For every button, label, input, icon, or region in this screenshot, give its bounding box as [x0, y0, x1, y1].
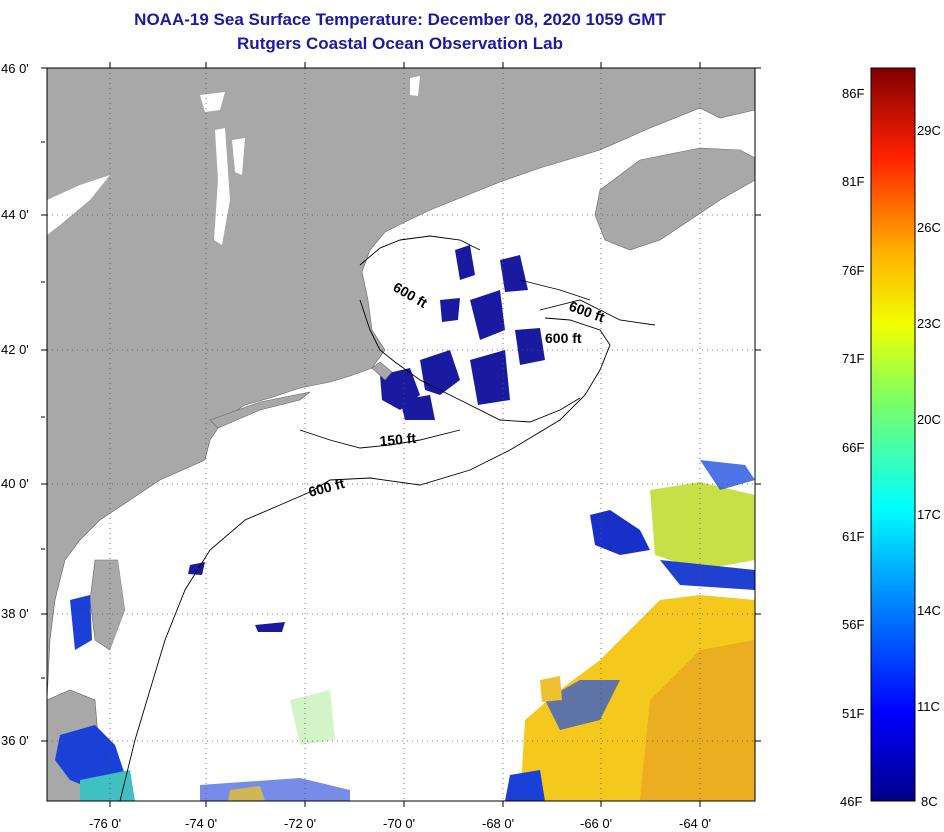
cb-label-26c: 26C: [917, 220, 941, 235]
cb-label-56f: 56F: [842, 617, 865, 632]
sst-warm-region: [200, 460, 755, 801]
lon-label-70: -70 0': [383, 816, 416, 831]
axis-ticks: [41, 62, 761, 807]
cb-label-71f: 71F: [842, 351, 865, 366]
lat-label-46: 46 0': [1, 61, 29, 76]
lat-label-38: 38 0': [1, 606, 29, 621]
lon-label-64: -64 0': [679, 816, 712, 831]
lat-label-42: 42 0': [1, 342, 29, 357]
graticule: [47, 68, 755, 801]
cb-label-23c: 23C: [917, 316, 941, 331]
lon-label-76: -76 0': [89, 816, 122, 831]
lon-label-66: -66 0': [580, 816, 613, 831]
cb-label-46f: 46F: [840, 794, 863, 809]
cb-label-20c: 20C: [917, 412, 941, 427]
cb-label-86f: 86F: [842, 86, 865, 101]
contour-label-150: 150 ft: [379, 430, 417, 449]
cb-label-66f: 66F: [842, 440, 865, 455]
map-frame: [46, 67, 756, 802]
lat-label-40: 40 0': [1, 476, 29, 491]
colorbar: [870, 67, 916, 802]
cb-label-29c: 29C: [917, 123, 941, 138]
lon-label-72: -72 0': [284, 816, 317, 831]
cb-label-81f: 81F: [842, 174, 865, 189]
lakes: [47, 76, 420, 245]
lat-label-36: 36 0': [1, 733, 29, 748]
lat-label-44: 44 0': [1, 207, 29, 222]
lon-label-68: -68 0': [482, 816, 515, 831]
map-subtitle: Rutgers Coastal Ocean Observation Lab: [237, 34, 563, 53]
cb-label-76f: 76F: [842, 263, 865, 278]
cb-label-17c: 17C: [917, 507, 941, 522]
cb-label-11c: 11C: [917, 699, 940, 714]
cb-label-8c: 8C: [921, 794, 938, 809]
cb-label-51f: 51F: [842, 706, 865, 721]
map-title: NOAA-19 Sea Surface Temperature: Decembe…: [134, 10, 666, 29]
contour-label-600-east: 600 ft: [545, 330, 582, 346]
cb-label-61f: 61F: [842, 529, 865, 544]
bathymetry-contours: [119, 235, 656, 801]
lon-label-74: -74 0': [185, 816, 218, 831]
cb-label-14c: 14C: [917, 603, 941, 618]
